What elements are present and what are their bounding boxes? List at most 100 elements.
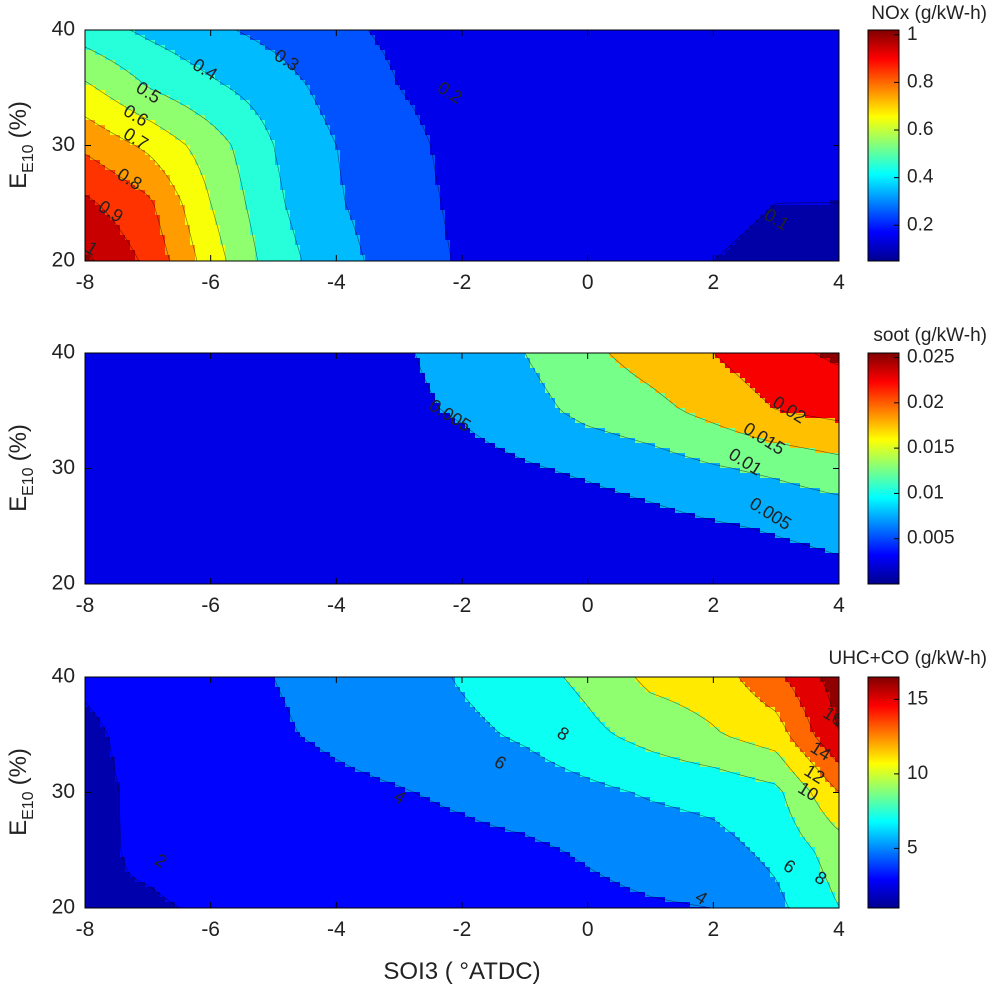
contour-cell (475, 130, 481, 136)
contour-cell (735, 145, 741, 151)
contour-cell (355, 140, 361, 146)
contour-cell (680, 110, 686, 116)
contour-cell (465, 55, 471, 61)
contour-cell (290, 185, 296, 191)
contour-cell (585, 55, 591, 61)
contour-cell (150, 90, 156, 96)
contour-cell (425, 80, 431, 86)
contour-cell (195, 85, 201, 91)
contour-cell (125, 30, 131, 36)
contour-cell (810, 90, 816, 96)
contour-cell (530, 150, 536, 156)
contour-cell (120, 50, 126, 56)
contour-cell (790, 70, 796, 76)
contour-cell (190, 85, 196, 91)
contour-cell (210, 145, 216, 151)
contour-cell (410, 55, 416, 61)
contour-cell (395, 80, 401, 86)
contour-cell (820, 95, 826, 101)
contour-cell (780, 135, 786, 141)
contour-cell (220, 105, 226, 111)
contour-cell (415, 175, 421, 181)
contour-cell (160, 120, 166, 126)
contour-cell (170, 100, 176, 106)
contour-cell (570, 175, 576, 181)
contour-cell (430, 175, 436, 181)
contour-cell (300, 120, 306, 126)
contour-cell (135, 70, 141, 76)
contour-cell (695, 45, 701, 51)
contour-cell (145, 150, 151, 156)
contour-cell (590, 175, 596, 181)
contour-cell (540, 190, 546, 196)
contour-cell (570, 85, 576, 91)
contour-cell (750, 40, 756, 46)
contour-cell (450, 105, 456, 111)
contour-cell (195, 100, 201, 106)
contour-cell (280, 130, 286, 136)
contour-cell (735, 55, 741, 61)
contour-cell (605, 165, 611, 171)
contour-cell (335, 130, 341, 136)
contour-cell (835, 185, 839, 191)
contour-cell (490, 190, 496, 196)
contour-cell (245, 130, 251, 136)
contour-cell (605, 100, 611, 106)
contour-cell (155, 140, 161, 146)
contour-cell (725, 100, 731, 106)
contour-cell (315, 45, 321, 51)
contour-cell (155, 120, 161, 126)
contour-cell (440, 30, 446, 36)
contour-cell (795, 190, 801, 196)
contour-cell (285, 135, 291, 141)
contour-cell (375, 100, 381, 106)
contour-cell (125, 95, 131, 101)
contour-cell (640, 80, 646, 86)
contour-cell (265, 125, 271, 131)
contour-cell (770, 30, 776, 36)
contour-cell (240, 150, 246, 156)
contour-cell (625, 90, 631, 96)
contour-cell (510, 30, 516, 36)
contour-cell (420, 55, 426, 61)
contour-cell (810, 30, 816, 36)
contour-cell (795, 80, 801, 86)
contour-cell (385, 60, 391, 66)
contour-cell (665, 65, 671, 71)
contour-cell (820, 65, 826, 71)
contour-cell (145, 45, 151, 51)
contour-cell (280, 65, 286, 71)
contour-cell (390, 115, 396, 121)
contour-cell (805, 180, 811, 186)
contour-cell (480, 90, 486, 96)
contour-cell (205, 135, 211, 141)
contour-cell (630, 30, 636, 36)
contour-cell (230, 90, 236, 96)
contour-cell (725, 115, 731, 121)
contour-cell (680, 190, 686, 196)
contour-cell (145, 170, 151, 176)
contour-cell (380, 140, 386, 146)
contour-cell (660, 140, 666, 146)
contour-cell (630, 85, 636, 91)
contour-cell (430, 120, 436, 126)
contour-cell (530, 170, 536, 176)
contour-cell (725, 110, 731, 116)
contour-cell (775, 175, 781, 181)
contour-cell (230, 130, 236, 136)
contour-cell (480, 170, 486, 176)
contour-cell (165, 150, 171, 156)
contour-cell (510, 45, 516, 51)
contour-cell (245, 125, 251, 131)
contour-cell (145, 65, 151, 71)
contour-cell (430, 50, 436, 56)
contour-cell (695, 145, 701, 151)
contour-cell (490, 185, 496, 191)
contour-cell (630, 60, 636, 66)
contour-cell (200, 140, 206, 146)
contour-cell (335, 70, 341, 76)
contour-cell (520, 30, 526, 36)
contour-cell (330, 140, 336, 146)
contour-cell (660, 95, 666, 101)
contour-cell (105, 155, 111, 161)
